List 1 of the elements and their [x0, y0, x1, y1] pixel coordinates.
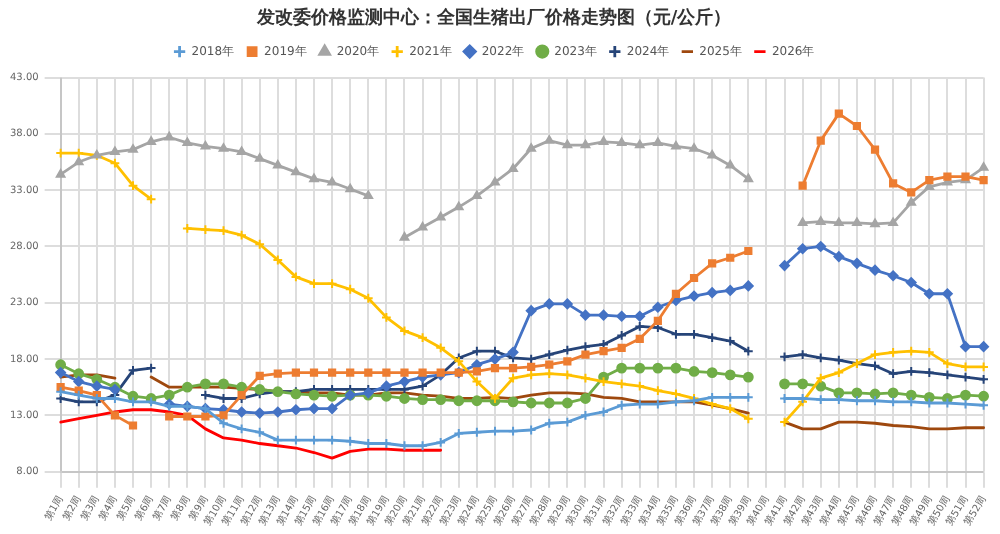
chart-title: 发改委价格监测中心：全国生猪出厂价格走势图（元/公斤）: [254, 7, 732, 30]
